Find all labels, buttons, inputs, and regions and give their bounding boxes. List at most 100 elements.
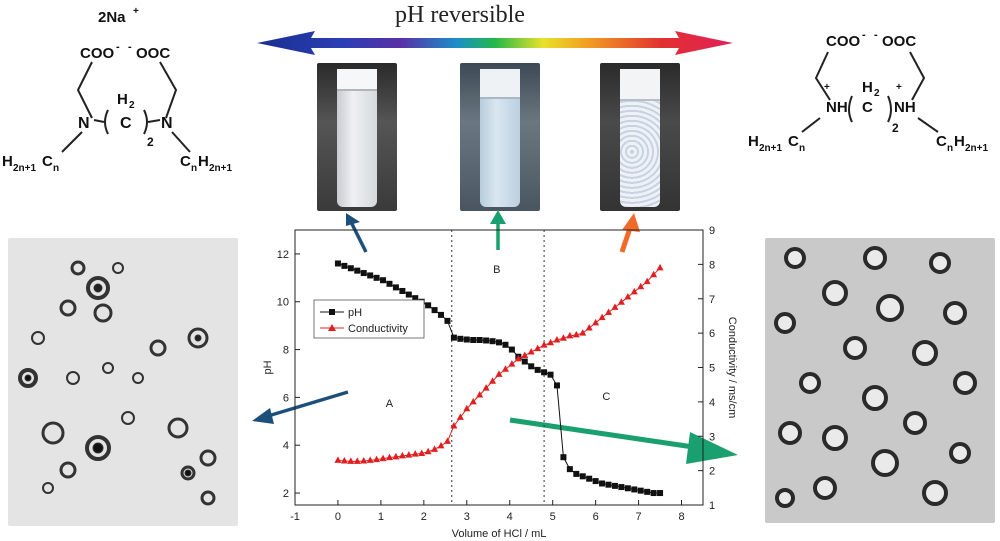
- y-tick-label: 12: [277, 249, 289, 261]
- ph-point: [657, 490, 664, 497]
- conductivity-point: [398, 451, 406, 459]
- conductivity-point: [411, 450, 419, 457]
- ph-point: [502, 341, 509, 348]
- left-carboxylate-1: COO: [80, 45, 115, 62]
- y2-axis-label: Conductivity / ms/cm: [726, 317, 738, 418]
- ph-point: [521, 358, 528, 365]
- y-tick-label: 10: [277, 297, 289, 309]
- ph-point: [373, 274, 380, 281]
- right-chain-left-sub: 2n+1: [759, 143, 783, 154]
- conductivity-point: [553, 336, 561, 343]
- legend: pH Conductivity: [313, 299, 425, 339]
- ph-point: [644, 488, 651, 495]
- y2-tick-label: 5: [709, 363, 715, 375]
- right-ammonium-1: NH: [826, 99, 848, 116]
- conductivity-point: [392, 452, 400, 460]
- conductivity-point: [650, 270, 658, 278]
- conductivity-point: [495, 370, 503, 377]
- ph-point: [586, 475, 593, 482]
- left-chain-left-n: n: [53, 163, 59, 174]
- ph-point: [444, 317, 451, 324]
- vial-photo-precipitate: [600, 63, 680, 211]
- left-counterion: 2Na: [98, 9, 126, 26]
- left-chain-right-h: H: [198, 153, 209, 170]
- left-bridge-h: H: [117, 91, 128, 108]
- region-label-a: A: [386, 398, 394, 410]
- conductivity-point: [360, 457, 368, 464]
- arrow-to-right-tem: [509, 417, 738, 464]
- right-bridge-n: 2: [892, 121, 899, 135]
- left-bridge-c: C: [120, 115, 132, 132]
- left-bridge-h-sub: 2: [129, 100, 135, 111]
- vial-photo-turbid: [460, 63, 540, 211]
- ph-point: [367, 272, 374, 279]
- left-counterion-charge: +: [133, 6, 139, 17]
- x-tick-label: 5: [550, 511, 556, 523]
- ph-point: [347, 265, 354, 272]
- legend-conductivity-label: Conductivity: [348, 323, 408, 335]
- y2-tick-label: 6: [709, 328, 715, 340]
- ph-point: [637, 487, 644, 494]
- ph-point: [412, 295, 419, 302]
- x-tick-label: 4: [507, 511, 513, 523]
- conductivity-point: [547, 338, 555, 346]
- conductivity-point: [566, 331, 574, 339]
- conductivity-point: [592, 318, 600, 326]
- conductivity-point: [424, 447, 432, 455]
- ph-point: [528, 363, 535, 370]
- y2-tick-label: 9: [709, 225, 715, 237]
- ph-point: [450, 334, 457, 341]
- conductivity-point: [598, 313, 606, 321]
- x-tick-label: 2: [421, 511, 427, 523]
- conductivity-point: [456, 413, 464, 420]
- x-tick-label: -1: [290, 511, 300, 523]
- ph-point: [380, 277, 387, 284]
- ph-point: [496, 339, 502, 346]
- x-tick-label: 7: [636, 511, 642, 523]
- ph-point: [463, 336, 470, 343]
- region-label-b: B: [493, 264, 500, 276]
- arrow-to-clear-vial: [346, 213, 368, 253]
- left-molecule-structure: 2Na + COO - - OOC N N H 2 C 2 H 2n+1 C n…: [2, 6, 233, 174]
- conductivity-point: [501, 365, 509, 372]
- conductivity-point: [482, 384, 490, 391]
- ph-point: [624, 485, 631, 492]
- ph-point: [541, 369, 548, 376]
- ph-point: [483, 337, 490, 344]
- ph-reversible-arrow: [257, 31, 733, 55]
- ph-point: [631, 486, 638, 493]
- y2-tick-label: 2: [709, 466, 715, 478]
- left-chain-right-c: C: [180, 153, 191, 170]
- conductivity-point: [637, 282, 645, 290]
- chart-marks: [334, 260, 664, 497]
- left-chain-right-n: n: [191, 163, 197, 174]
- conductivity-point: [366, 456, 374, 463]
- conductivity-point: [572, 330, 580, 338]
- right-molecule-structure: COO - - OOC + NH + NH H 2 C 2 H 2n+1 C n…: [748, 29, 989, 154]
- y2-tick-label: 7: [709, 294, 715, 306]
- ph-point: [386, 280, 393, 287]
- ph-point: [579, 473, 586, 480]
- conductivity-point: [579, 329, 587, 336]
- conductivity-point: [450, 421, 458, 429]
- conductivity-point: [443, 437, 451, 444]
- conductivity-point: [418, 449, 426, 456]
- tem-image-right: [765, 238, 995, 523]
- banner-title: pH reversible: [395, 2, 525, 28]
- left-bridge-n: 2: [147, 135, 154, 149]
- left-amine-n-2: N: [161, 115, 173, 132]
- x-axis-label: Volume of HCl / mL: [452, 528, 547, 540]
- ph-point: [399, 287, 406, 294]
- left-amine-n-1: N: [78, 115, 90, 132]
- arrow-to-turbid-vial: [490, 210, 506, 250]
- region-label-c: C: [602, 391, 610, 403]
- left-chain-left-h: H: [2, 153, 13, 170]
- ph-point: [360, 270, 367, 277]
- right-chain-left-n: n: [799, 143, 805, 154]
- y2-tick-label: 8: [709, 259, 715, 271]
- legend-conductivity-marker: [328, 324, 336, 331]
- arrow-to-left-tem: [252, 390, 349, 424]
- right-carboxylate-2: OOC: [882, 33, 916, 50]
